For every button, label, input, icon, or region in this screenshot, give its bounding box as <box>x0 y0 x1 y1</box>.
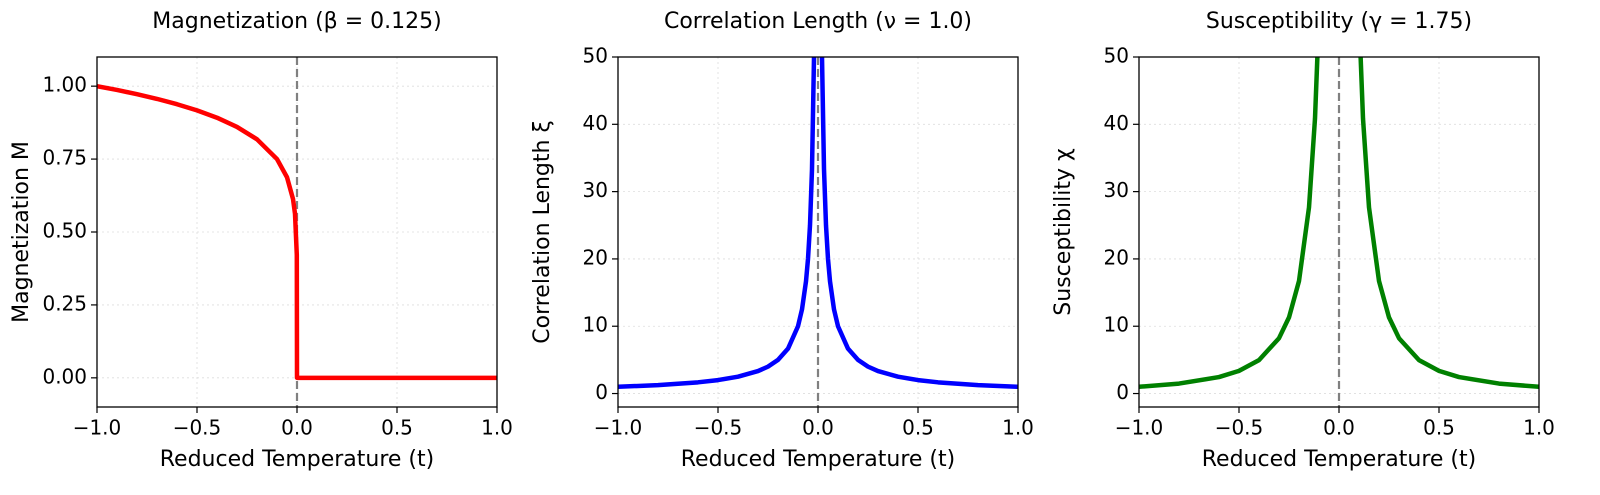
x-tick-label: −1.0 <box>73 416 122 440</box>
x-tick-label: −1.0 <box>594 416 643 440</box>
data-line <box>97 83 497 381</box>
data-line <box>1139 57 1539 390</box>
chart-title: Correlation Length (ν = 1.0) <box>664 9 972 34</box>
y-tick-label: 0 <box>595 380 608 404</box>
x-tick-label: 1.0 <box>481 416 513 440</box>
y-axis-label: Susceptibility χ <box>1051 148 1076 316</box>
y-tick-label: 40 <box>1104 111 1129 135</box>
y-tick-label: 0.75 <box>42 146 87 170</box>
x-tick-label: 1.0 <box>1523 416 1555 440</box>
y-tick-label: 50 <box>583 44 608 68</box>
x-tick-label: −0.5 <box>173 416 222 440</box>
y-tick-label: 0.00 <box>42 364 87 388</box>
y-tick-label: 20 <box>1104 245 1129 269</box>
data-line <box>618 57 1018 390</box>
y-tick-label: 40 <box>583 111 608 135</box>
y-tick-label: 20 <box>583 245 608 269</box>
subplot: −1.0 −0.5 0.0 0.5 1.0 0 10 20 30 40 50 Susceptibili… <box>1051 9 1555 472</box>
y-tick-label: 0 <box>1116 380 1129 404</box>
x-tick-label: 0.0 <box>281 416 313 440</box>
x-tick-label: 0.5 <box>381 416 413 440</box>
axes-frame <box>96 56 498 408</box>
x-tick-label: −0.5 <box>1215 416 1264 440</box>
y-tick-label: 0.25 <box>42 291 87 315</box>
y-axis-label: Correlation Length ξ <box>530 120 555 343</box>
y-axis-label: Magnetization M <box>9 141 34 323</box>
axes-frame <box>617 56 1019 408</box>
x-axis-label: Reduced Temperature (t) <box>160 447 434 472</box>
x-axis-label: Reduced Temperature (t) <box>681 447 955 472</box>
y-tick-label: 10 <box>583 313 608 337</box>
chart-title: Susceptibility (γ = 1.75) <box>1206 9 1472 34</box>
y-tick-label: 30 <box>1104 178 1129 202</box>
y-tick-label: 50 <box>1104 44 1129 68</box>
axes-frame <box>1138 56 1540 408</box>
y-tick-label: 1.00 <box>42 73 87 97</box>
x-tick-label: −0.5 <box>694 416 743 440</box>
x-tick-label: 1.0 <box>1002 416 1034 440</box>
chart-title: Magnetization (β = 0.125) <box>152 9 441 34</box>
x-axis-label: Reduced Temperature (t) <box>1202 447 1476 472</box>
x-tick-label: 0.5 <box>1423 416 1455 440</box>
x-tick-label: 0.0 <box>1323 416 1355 440</box>
x-tick-label: 0.5 <box>902 416 934 440</box>
subplot: −1.0 −0.5 0.0 0.5 1.0 0.00 0.25 0.50 0.75 1.00 Mag… <box>9 9 513 472</box>
subplot: −1.0 −0.5 0.0 0.5 1.0 0 10 20 30 40 50 Correlation … <box>530 9 1034 472</box>
y-tick-label: 0.50 <box>42 219 87 243</box>
y-tick-label: 10 <box>1104 313 1129 337</box>
y-tick-label: 30 <box>583 178 608 202</box>
x-tick-label: 0.0 <box>802 416 834 440</box>
x-tick-label: −1.0 <box>1115 416 1164 440</box>
